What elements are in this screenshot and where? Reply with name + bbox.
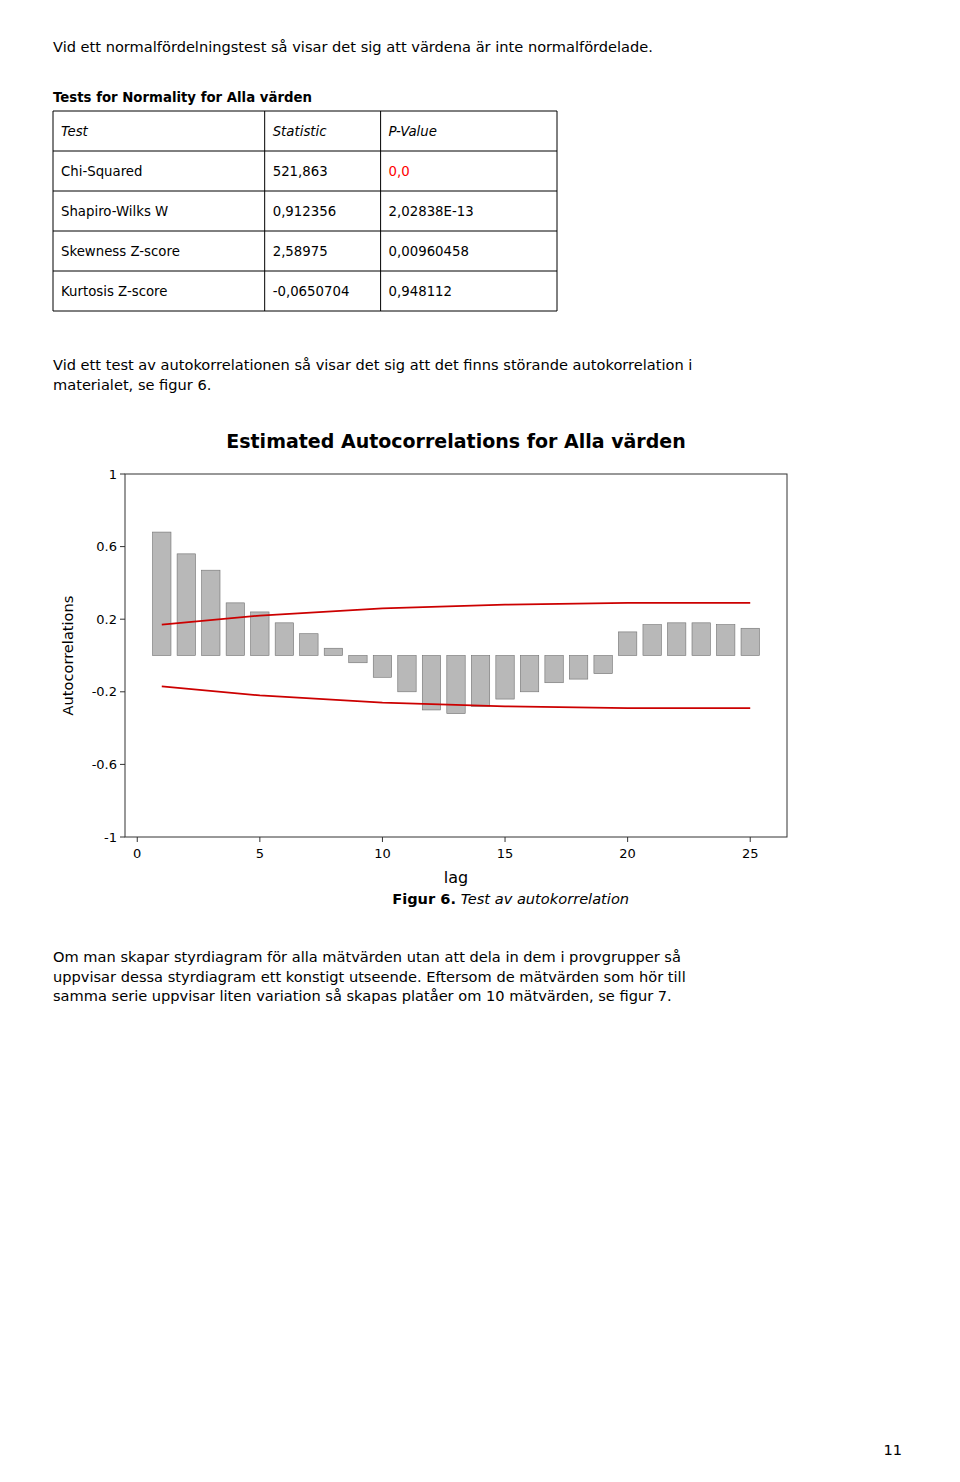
bar	[422, 656, 440, 710]
x-tick	[627, 837, 628, 842]
x-tick-label: 10	[374, 846, 391, 861]
intro-text: Vid ett normalfördelningstest så visar d…	[53, 38, 653, 55]
y-tick	[120, 764, 125, 765]
bound-line	[162, 603, 750, 625]
paragraph-line: Vid ett test av autokorrelationen så vis…	[53, 356, 692, 373]
bar	[569, 656, 587, 680]
paragraph-line: materialet, se figur 6.	[53, 376, 211, 393]
x-tick-label: 0	[133, 846, 141, 861]
bar	[741, 628, 759, 655]
x-tick	[750, 837, 751, 842]
table-rule	[380, 111, 381, 311]
x-tick-label: 15	[497, 846, 514, 861]
y-tick	[120, 691, 125, 692]
bar	[226, 603, 244, 656]
y-tick-label: -0.2	[92, 684, 117, 699]
bar	[643, 625, 661, 656]
bar	[496, 656, 514, 700]
intro-text-line: Vid ett normalfördelningstest så visar d…	[53, 38, 653, 55]
table-cell: 2,58975	[273, 244, 328, 259]
table-rule	[53, 111, 54, 311]
plot-frame	[125, 474, 787, 837]
y-tick-label: 1	[109, 467, 117, 482]
x-tick-label: 20	[619, 846, 636, 861]
bar	[349, 656, 367, 663]
table-rule	[264, 111, 265, 311]
chart-title: Estimated Autocorrelations for Alla värd…	[226, 430, 686, 452]
table-header: Statistic	[273, 124, 328, 139]
y-tick-label: 0.2	[96, 612, 117, 627]
bar	[520, 656, 538, 692]
x-tick	[382, 837, 383, 842]
table-cell: Kurtosis Z-score	[61, 284, 167, 299]
y-tick	[120, 546, 125, 547]
table-cell: Chi-Squared	[61, 164, 142, 179]
bar	[275, 623, 293, 656]
bar	[618, 632, 636, 656]
x-tick	[259, 837, 260, 842]
bar	[324, 648, 342, 655]
bar	[177, 554, 195, 656]
bar	[398, 656, 416, 692]
table-cell: Shapiro-Wilks W	[61, 204, 168, 219]
paragraph: Vid ett test av autokorrelationen så vis…	[53, 356, 692, 393]
bar	[153, 532, 171, 655]
bar	[667, 623, 685, 656]
x-axis-label: lag	[444, 868, 468, 887]
x-tick	[137, 837, 138, 842]
x-tick-label: 25	[742, 846, 759, 861]
table-rule	[557, 111, 558, 311]
bar	[471, 656, 489, 707]
table-header: Test	[61, 124, 89, 139]
table-rule	[53, 231, 557, 232]
paragraph-line: Om man skapar styrdiagram för alla mätvä…	[53, 948, 681, 965]
page: Vid ett normalfördelningstest så visar d…	[0, 0, 960, 1482]
bar	[300, 634, 318, 656]
bar	[202, 570, 220, 655]
table: Test Statistic P-Value Chi-Squared 521,863 0,…	[53, 111, 557, 311]
y-axis-label: Autocorrelations	[59, 596, 76, 716]
y-tick-label: 0.6	[96, 539, 117, 554]
table-cell: 0,0	[389, 164, 410, 179]
chart: Estimated Autocorrelations for Alla värd…	[59, 430, 787, 887]
bar	[373, 656, 391, 678]
bar	[717, 625, 735, 656]
table-rule	[53, 151, 557, 152]
table-rule	[53, 311, 557, 312]
plot-area	[153, 532, 760, 714]
table-cell: 0,00960458	[389, 244, 469, 259]
table-rule	[53, 111, 557, 112]
axes: 1 0.6 0.2 -0.2 -0.6 -1 0 5 10 15 20 25 lag Autocorrel…	[59, 467, 758, 888]
paragraph-line: samma serie uppvisar liten variation så …	[53, 987, 672, 1004]
x-tick	[505, 837, 506, 842]
paragraph: Om man skapar styrdiagram för alla mätvä…	[53, 948, 686, 1004]
table-header: P-Value	[389, 124, 437, 139]
bar	[692, 623, 710, 656]
table-cell: 2,02838E-13	[389, 204, 474, 219]
bar	[251, 612, 269, 656]
table-rule	[53, 271, 557, 272]
y-tick-label: -0.6	[92, 757, 117, 772]
y-tick	[120, 837, 125, 838]
bar	[594, 656, 612, 674]
caption-text: Test av autokorrelation	[456, 890, 629, 907]
page-number: 11	[883, 1441, 902, 1458]
table-cell: -0,0650704	[273, 284, 350, 299]
x-tick-label: 5	[256, 846, 264, 861]
y-tick	[120, 474, 125, 475]
table-cell: 0,948112	[389, 284, 452, 299]
y-tick	[120, 619, 125, 620]
table-cell: 521,863	[273, 164, 328, 179]
table-cell: Skewness Z-score	[61, 244, 180, 259]
bar	[545, 656, 563, 683]
table-cell: 0,912356	[273, 204, 336, 219]
caption-label: Figur 6.	[392, 890, 456, 907]
table-title: Tests for Normality for Alla värden	[53, 90, 312, 105]
table-rule	[53, 191, 557, 192]
y-tick-label: -1	[104, 830, 117, 845]
bound-line	[162, 686, 750, 708]
paragraph-line: uppvisar dessa styrdiagram ett konstigt …	[53, 968, 686, 985]
